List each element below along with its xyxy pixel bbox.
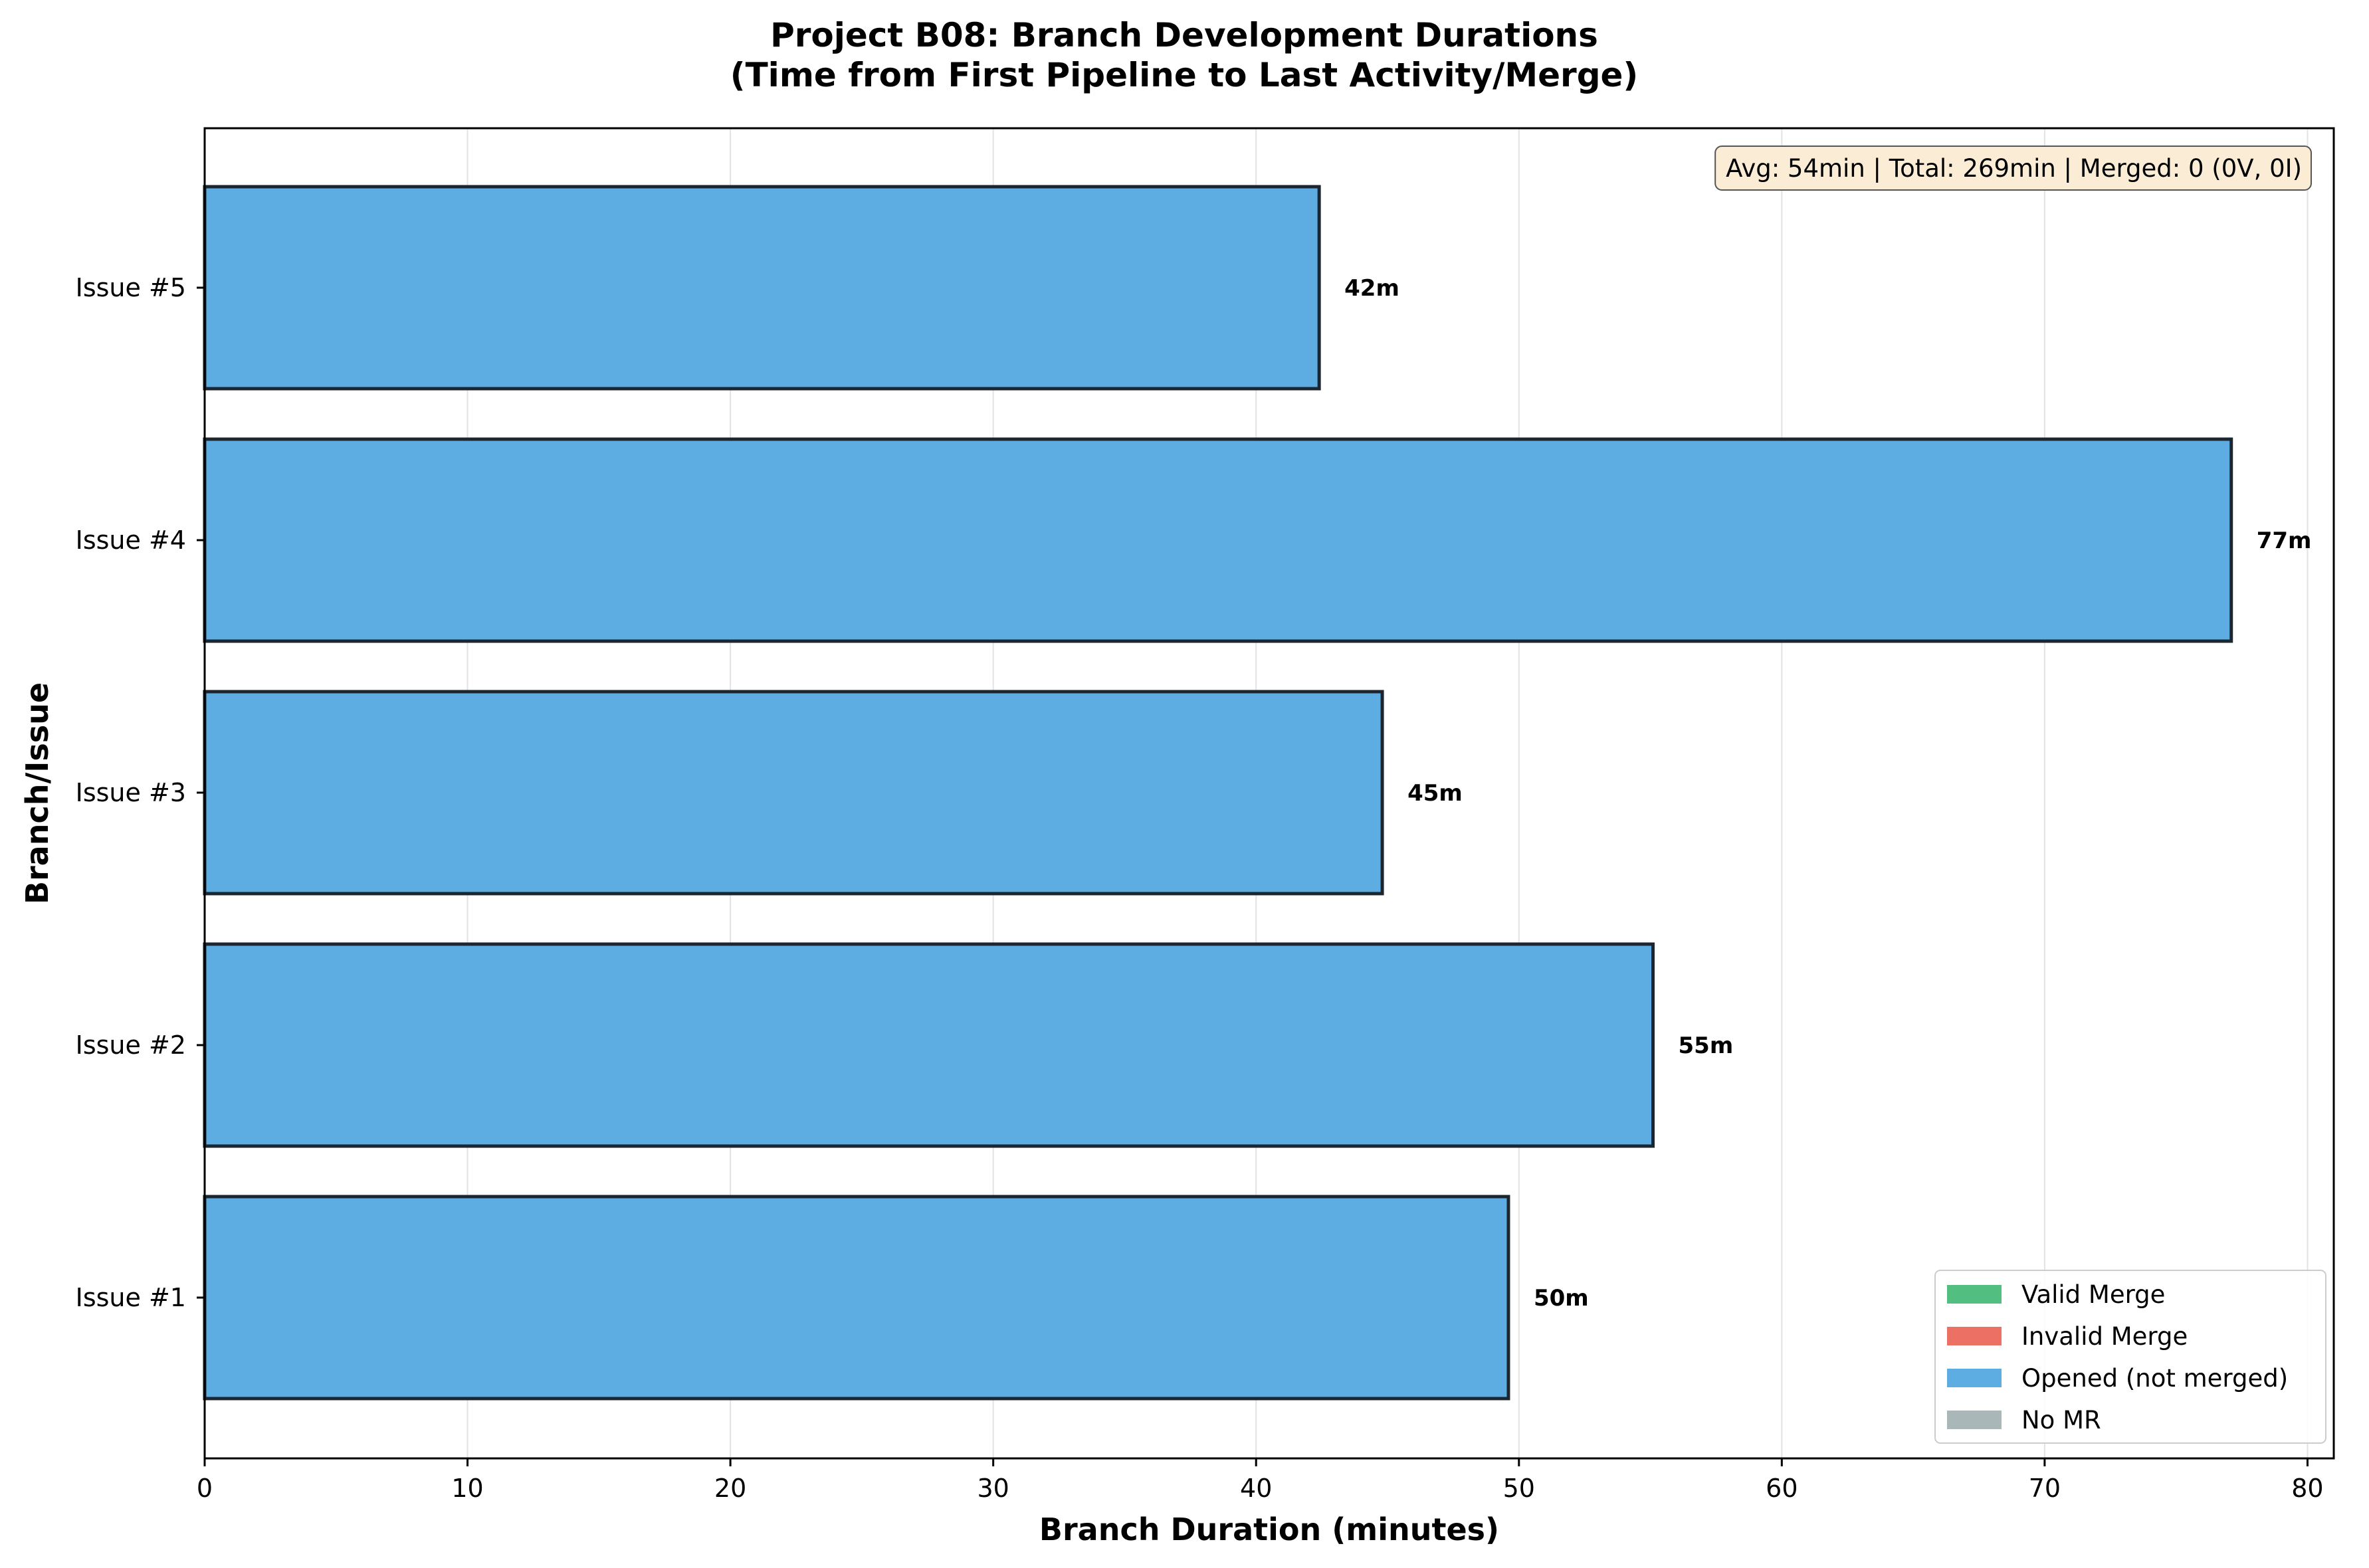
y-tick-label-2: Issue #2 [76, 1030, 186, 1060]
data-labels: 50m 55m 45m 77m 42m [1344, 275, 2311, 1312]
legend-swatch-1 [1947, 1285, 2002, 1304]
data-label-4: 77m [2257, 528, 2312, 554]
bar-1 [203, 1195, 1510, 1401]
legend-label-4: No MR [2021, 1406, 2101, 1434]
legend-label-2: Invalid Merge [2021, 1322, 2188, 1351]
legend-frame [1934, 1270, 2326, 1444]
x-tick-label-0: 0 [197, 1474, 213, 1503]
bar-4 [203, 437, 2233, 643]
stats-text: Avg: 54min | Total: 269min | Merged: 0 (… [1726, 154, 2302, 183]
bars [203, 185, 2233, 1401]
x-tick-label-50: 50 [1503, 1474, 1535, 1503]
data-label-3: 45m [1407, 780, 1463, 807]
x-tick-label-70: 70 [2029, 1474, 2061, 1503]
x-tick-label-40: 40 [1240, 1474, 1272, 1503]
stats-box: Avg: 54min | Total: 269min | Merged: 0 (… [1714, 146, 2312, 191]
stats-box-background [1714, 146, 2312, 191]
y-tick-label-4: Issue #4 [76, 526, 186, 555]
y-axis-label: Branch/Issue [19, 682, 55, 904]
x-tick-label-80: 80 [2291, 1474, 2323, 1503]
legend-swatch-2 [1947, 1327, 2002, 1345]
x-tick-label-30: 30 [977, 1474, 1009, 1503]
data-label-1: 50m [1534, 1285, 1589, 1312]
bar-3 [203, 690, 1384, 896]
legend-items: Valid Merge Invalid Merge Opened (not merg… [1947, 1280, 2288, 1434]
x-tick-label-10: 10 [451, 1474, 483, 1503]
x-tick-label-20: 20 [714, 1474, 746, 1503]
x-axis-ticks: 0 10 20 30 40 50 60 70 80 [197, 1458, 2324, 1503]
x-tick-label-60: 60 [1766, 1474, 1798, 1503]
data-label-5: 42m [1344, 275, 1399, 302]
y-axis-ticks: Issue #1 Issue #2 Issue #3 Issue #4 Issue #5 [76, 273, 205, 1312]
x-axis-label: Branch Duration (minutes) [1039, 1512, 1499, 1547]
bar-5 [203, 185, 1321, 391]
y-tick-label-3: Issue #3 [76, 778, 186, 807]
bar-2 [203, 942, 1655, 1148]
legend-swatch-4 [1947, 1411, 2002, 1429]
chart-title: Project B08: Branch Development Duration… [770, 16, 1598, 54]
chart-subtitle: (Time from First Pipeline to Last Activi… [730, 56, 1639, 94]
legend-swatch-3 [1947, 1369, 2002, 1387]
legend-label-3: Opened (not merged) [2021, 1364, 2288, 1393]
data-label-2: 55m [1679, 1032, 1734, 1059]
y-tick-label-5: Issue #5 [76, 273, 186, 302]
legend-label-1: Valid Merge [2021, 1280, 2165, 1309]
y-tick-label-1: Issue #1 [76, 1283, 186, 1312]
legend: Valid Merge Invalid Merge Opened (not merg… [1934, 1270, 2326, 1444]
